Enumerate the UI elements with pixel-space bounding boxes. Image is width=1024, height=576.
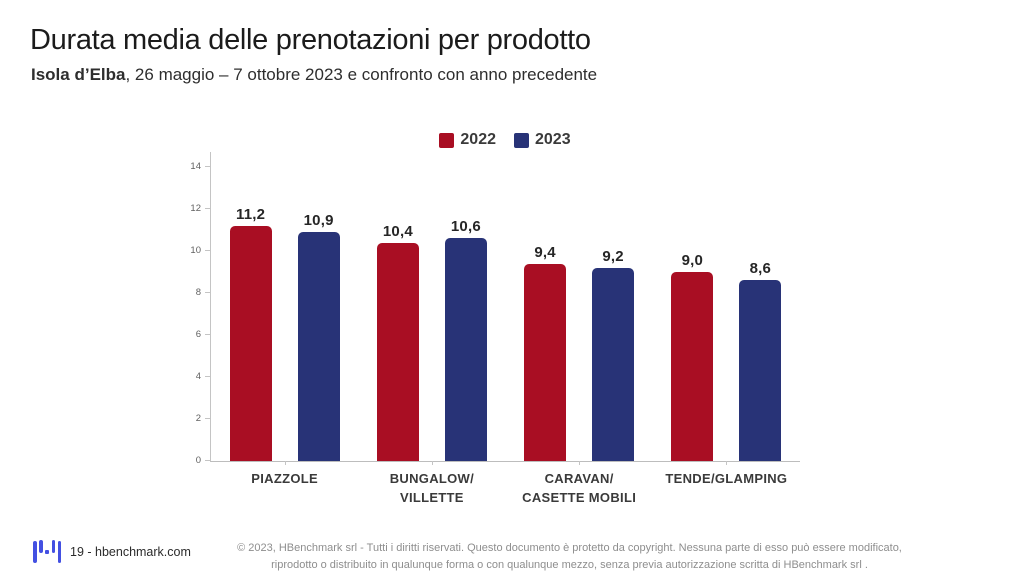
copyright-line-2: riprodotto o distribuito in qualunque fo… — [271, 559, 868, 572]
page-subtitle: Isola d’Elba, 26 maggio – 7 ottobre 2023… — [31, 65, 597, 85]
bar-2022 — [376, 242, 419, 461]
x-axis-tick — [284, 461, 286, 465]
subtitle-period: , 26 maggio – 7 ottobre 2023 e confronto… — [125, 65, 598, 84]
y-axis-tick-label: 4 — [195, 371, 201, 382]
bar-2023 — [739, 280, 782, 461]
bar-2023 — [297, 232, 340, 461]
bar-2022 — [229, 225, 272, 461]
category-label: TENDE/GLAMPING — [665, 471, 788, 486]
footer-brand: 19 - hbenchmark.com — [33, 540, 191, 564]
bar-value-label: 10,9 — [303, 212, 334, 230]
y-axis-tick-label: 6 — [195, 329, 201, 340]
legend-item-2023: 2023 — [514, 131, 571, 149]
page-number-label: 19 - hbenchmark.com — [70, 545, 191, 559]
legend-label-2023: 2023 — [535, 131, 571, 148]
x-axis-tick — [726, 461, 728, 465]
copyright-line-1: © 2023, HBenchmark srl - Tutti i diritti… — [237, 542, 902, 554]
x-axis-tick — [431, 461, 433, 465]
bar-value-label: 10,6 — [450, 218, 481, 236]
bar-group: 10,4 10,6 BUNGALOW/ VILLETTE — [358, 152, 505, 505]
bar-groups: 11,2 10,9 PIAZZOLE 10,4 10,6 BUNGALOW/ VILLET… — [211, 152, 800, 505]
bar-2022 — [671, 272, 714, 461]
y-axis-tick-label: 2 — [195, 413, 201, 424]
legend-swatch-2023-icon — [514, 132, 529, 148]
bar-group: 9,4 9,2 CARAVAN/ CASETTE MOBILI — [506, 152, 653, 505]
bar-2022 — [524, 263, 567, 461]
legend-label-2022: 2022 — [460, 131, 496, 148]
bar-value-label: 9,2 — [602, 247, 624, 265]
category-label: BUNGALOW/ VILLETTE — [389, 471, 475, 505]
legend-item-2022: 2022 — [439, 131, 496, 149]
copyright-notice: © 2023, HBenchmark srl - Tutti i diritti… — [215, 540, 924, 574]
bar-group: 11,2 10,9 PIAZZOLE — [211, 152, 358, 486]
bar-value-label: 8,6 — [749, 260, 772, 278]
page-title: Durata media delle prenotazioni per prod… — [30, 24, 591, 56]
x-axis-tick — [579, 461, 581, 465]
bar-2023 — [592, 267, 635, 461]
bar-value-label: 9,4 — [534, 243, 556, 261]
y-axis-tick-label: 10 — [190, 245, 201, 256]
bar-value-label: 11,2 — [236, 205, 266, 223]
category-label: CARAVAN/ CASETTE MOBILI — [522, 471, 637, 505]
y-axis-tick-label: 8 — [195, 287, 201, 298]
y-axis-tick-label: 12 — [190, 203, 201, 214]
bar-2023 — [444, 238, 487, 461]
subtitle-location: Isola d’Elba — [31, 65, 126, 84]
chart-legend: 2022 2023 — [210, 131, 800, 149]
plot-area: 0 2 4 6 8 10 12 14 11,2 10,9 PIAZZOLE 10,4 10,6 BUNG… — [190, 152, 800, 505]
bar-value-label: 10,4 — [382, 222, 413, 240]
y-axis-tick-label: 14 — [190, 161, 201, 172]
hbenchmark-logo-icon — [33, 540, 61, 564]
legend-swatch-2022-icon — [439, 132, 455, 148]
y-axis-tick-label: 0 — [195, 455, 201, 466]
bar-value-label: 9,0 — [681, 252, 704, 269]
category-label: PIAZZOLE — [251, 471, 318, 486]
bar-group: 9,0 8,6 TENDE/GLAMPING — [653, 152, 800, 486]
